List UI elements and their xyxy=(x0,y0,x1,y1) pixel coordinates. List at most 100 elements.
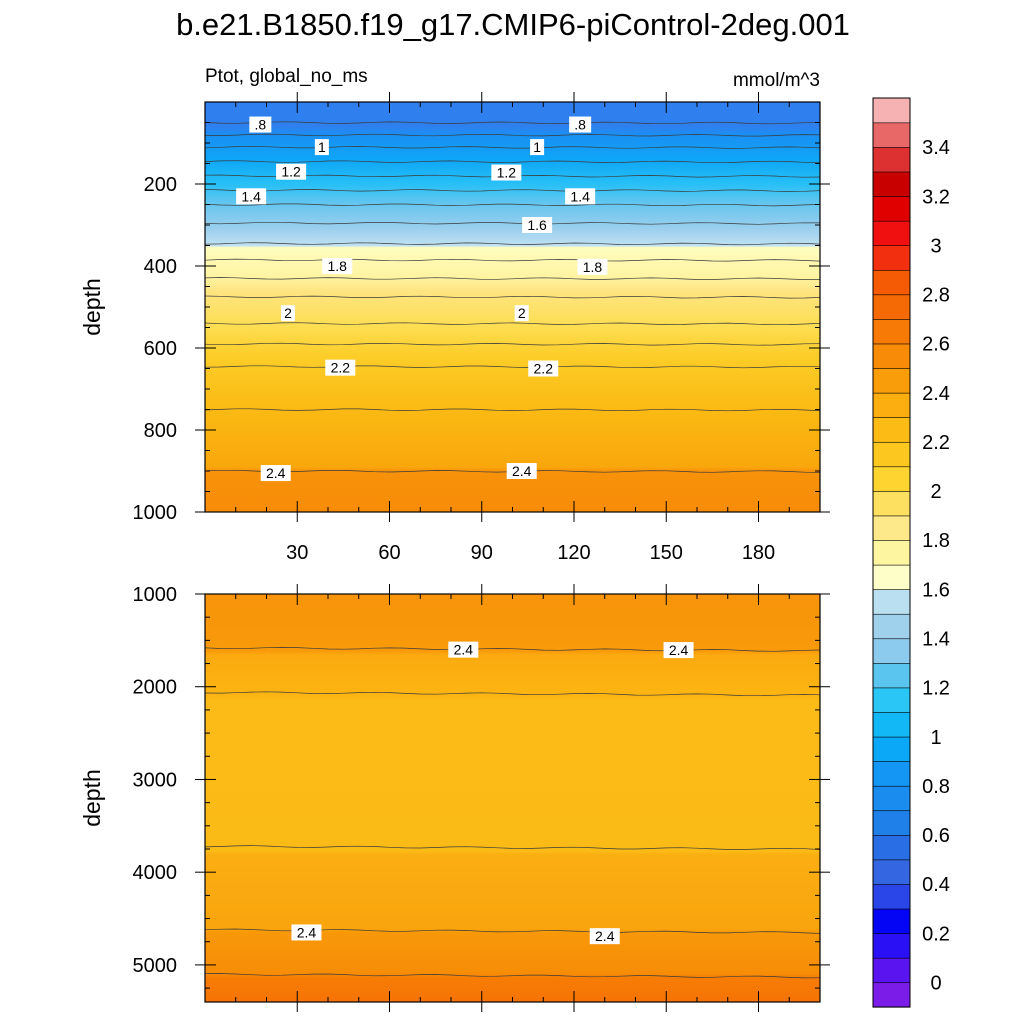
colorbar-label: 2.2 xyxy=(922,432,950,454)
colorbar-label: 1.4 xyxy=(922,628,950,650)
x-tick-label: 180 xyxy=(742,542,775,564)
upper-contour-line xyxy=(204,342,821,346)
upper-y-tick-label: 400 xyxy=(144,256,177,278)
upper-contour-label: 1.8 xyxy=(327,258,347,274)
colorbar-swatch xyxy=(872,417,911,443)
colorbar-swatch xyxy=(872,711,911,738)
upper-contour-label-box xyxy=(260,465,291,482)
upper-contour-label-box xyxy=(565,188,596,205)
colorbar-swatch xyxy=(872,122,911,148)
lower-panel-fill xyxy=(205,594,820,1002)
x-tick-label: 90 xyxy=(471,542,493,564)
colorbar-label: 1.8 xyxy=(922,530,950,552)
colorbar-swatch xyxy=(872,982,911,1008)
lower-y-tick-label: 3000 xyxy=(133,769,178,791)
upper-contour-label: 1 xyxy=(318,139,326,155)
upper-contour-label-box xyxy=(577,258,608,275)
colorbar-label: 2 xyxy=(930,481,941,503)
lower-contour-line xyxy=(204,973,821,979)
colorbar-swatch xyxy=(872,343,911,369)
upper-contour-label-box xyxy=(322,258,353,274)
upper-contour-line xyxy=(204,365,821,369)
upper-contour-line xyxy=(204,145,821,149)
x-tick-label: 30 xyxy=(286,542,308,564)
upper-y-tick-label: 1000 xyxy=(133,502,178,524)
upper-contour-label-box xyxy=(528,360,559,377)
lower-contour-line xyxy=(204,691,821,697)
lower-contour-label: 2.4 xyxy=(297,924,317,940)
colorbar-label: 3.2 xyxy=(922,186,950,208)
upper-contour-label-box xyxy=(514,305,529,322)
colorbar-swatch xyxy=(872,736,911,762)
colorbar-label: 0 xyxy=(930,972,941,994)
lower-contour-label: 2.4 xyxy=(669,642,689,658)
upper-contour-label-box xyxy=(506,463,537,479)
colorbar-swatch xyxy=(872,589,911,615)
colorbar-label: 0.8 xyxy=(922,776,950,798)
colorbar-swatch xyxy=(872,932,911,959)
upper-contour-label: 1.6 xyxy=(527,217,547,233)
upper-contour-label: 1.4 xyxy=(570,188,590,204)
lower-contour-line xyxy=(204,647,821,652)
colorbar: 0 0.2 0.4 0.6 0.8 1 1.2 1.4 1.6 1.8 2 2.2 2.4 2.6 2.8 3… xyxy=(872,97,950,1008)
upper-contour-label: 2 xyxy=(518,305,526,321)
upper-contour-label-box xyxy=(522,217,553,233)
colorbar-swatch xyxy=(872,908,911,934)
lower-y-tick-label: 4000 xyxy=(133,862,178,884)
lower-y-tick-label: 5000 xyxy=(133,955,178,977)
upper-contour-line xyxy=(204,277,820,280)
colorbar-swatch xyxy=(872,859,911,885)
colorbar-label: 0.6 xyxy=(922,825,950,847)
colorbar-swatch xyxy=(872,810,911,836)
colorbar-swatch xyxy=(872,392,911,418)
colorbar-frame xyxy=(872,97,911,1008)
colorbar-swatch xyxy=(872,638,911,664)
upper-contour-label: .8 xyxy=(574,117,586,133)
upper-contour-label: 1.8 xyxy=(583,259,603,275)
upper-contour-line xyxy=(204,121,821,125)
upper-contour-label-box xyxy=(249,116,272,133)
lower-panel: 2.4 2.4 2.4 2.4 1000 2000 3000 4000 5000 depth xyxy=(79,584,830,1012)
lower-axis-ticks: 1000 2000 3000 4000 5000 xyxy=(133,584,830,1012)
colorbar-swatch xyxy=(872,490,911,517)
lower-contour-label-box xyxy=(448,641,479,658)
upper-contour-label-box xyxy=(236,188,267,205)
lower-contour-label-box xyxy=(589,928,620,945)
lower-contour-labels: 2.4 2.4 2.4 2.4 xyxy=(291,641,694,945)
colorbar-label: 3 xyxy=(930,235,941,257)
colorbar-swatch xyxy=(872,220,911,247)
colorbar-swatch xyxy=(872,834,911,861)
upper-y-tick-label: 600 xyxy=(144,338,177,360)
upper-contour-label: 1.2 xyxy=(497,165,517,181)
colorbar-label: 0.4 xyxy=(922,874,950,896)
colorbar-swatch xyxy=(872,539,911,566)
colorbar-swatch xyxy=(872,515,911,541)
colorbar-swatch xyxy=(872,269,911,296)
colorbar-swatch xyxy=(872,245,911,271)
colorbar-label: 1 xyxy=(930,727,941,749)
colorbar-swatch xyxy=(872,662,911,689)
x-tick-label: 60 xyxy=(378,542,400,564)
lower-contour-label-box xyxy=(291,924,322,941)
colorbar-swatch xyxy=(872,761,911,787)
x-tick-label: 150 xyxy=(650,542,683,564)
upper-contour-label-box xyxy=(530,139,545,156)
upper-contour-label: 1.2 xyxy=(281,164,301,180)
upper-contour-lines xyxy=(204,121,821,473)
upper-contour-line xyxy=(204,160,821,164)
upper-contour-line xyxy=(204,133,821,137)
upper-y-tick-label: 200 xyxy=(144,174,177,196)
upper-contour-label: 2.4 xyxy=(266,465,286,481)
colorbar-swatch xyxy=(872,146,911,173)
upper-axis-ticks: 200 400 600 800 1000 30 60 90 120 150 180 xyxy=(133,92,830,564)
upper-contour-line xyxy=(204,203,821,207)
colorbar-swatch xyxy=(872,441,911,468)
upper-contour-line xyxy=(204,295,821,299)
colorbar-swatch xyxy=(872,687,911,713)
lower-contour-label: 2.4 xyxy=(454,642,474,658)
colorbar-swatch xyxy=(872,466,911,492)
colorbar-swatch xyxy=(872,97,911,124)
lower-y-tick-label: 1000 xyxy=(133,584,178,606)
colorbar-swatch xyxy=(872,318,911,345)
